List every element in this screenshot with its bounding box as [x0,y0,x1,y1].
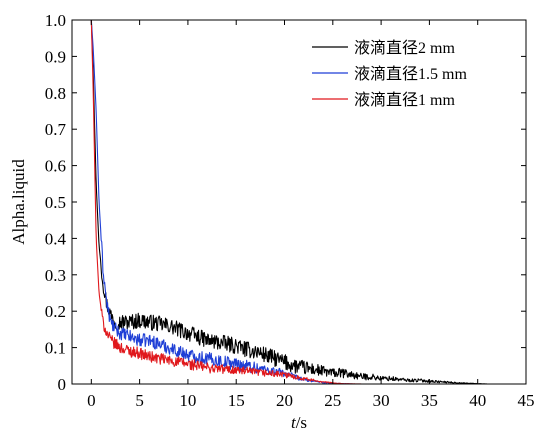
x-tick-label: 5 [135,391,144,410]
x-axis-label-unit: /s [296,413,307,432]
x-tick-label: 45 [518,391,535,410]
y-tick-label: 0.9 [45,47,66,66]
x-axis-label: t/s [291,413,307,432]
series-line-3 [90,19,478,385]
y-tick-label: 0.7 [45,120,67,139]
y-tick-label: 0.4 [45,229,67,248]
y-tick-label: 0.2 [45,302,66,321]
y-tick-label: 0.1 [45,339,66,358]
x-tick-label: 20 [276,391,293,410]
y-tick-label: 1.0 [45,11,66,30]
y-tick-label: 0.5 [45,193,66,212]
legend-label-2: 液滴直径1.5 mm [354,65,467,83]
legend-label-1: 液滴直径2 mm [354,39,455,57]
y-tick-label: 0.6 [45,157,66,176]
axis-ticks: 0 5 10 15 20 25 30 35 40 45 0 0.1 0.2 0.3 0.4 0.5 0.6 0.7… [45,11,535,410]
x-tick-label: 30 [373,391,390,410]
legend: 液滴直径2 mm 液滴直径1.5 mm 液滴直径1 mm [312,39,467,109]
y-axis-label: Alpha.liquid [9,159,28,245]
x-tick-label: 0 [87,391,96,410]
x-tick-label: 15 [228,391,245,410]
series-line-1 [90,19,488,385]
y-tick-label: 0 [58,375,67,394]
y-tick-label: 0.8 [45,84,66,103]
legend-label-3: 液滴直径1 mm [354,91,455,109]
x-tick-label: 40 [469,391,486,410]
x-axis-label-variable: t [291,413,297,432]
x-tick-label: 25 [324,391,341,410]
x-tick-label: 35 [421,391,438,410]
series-layer [90,19,488,385]
x-tick-label: 10 [179,391,196,410]
y-tick-label: 0.3 [45,266,66,285]
